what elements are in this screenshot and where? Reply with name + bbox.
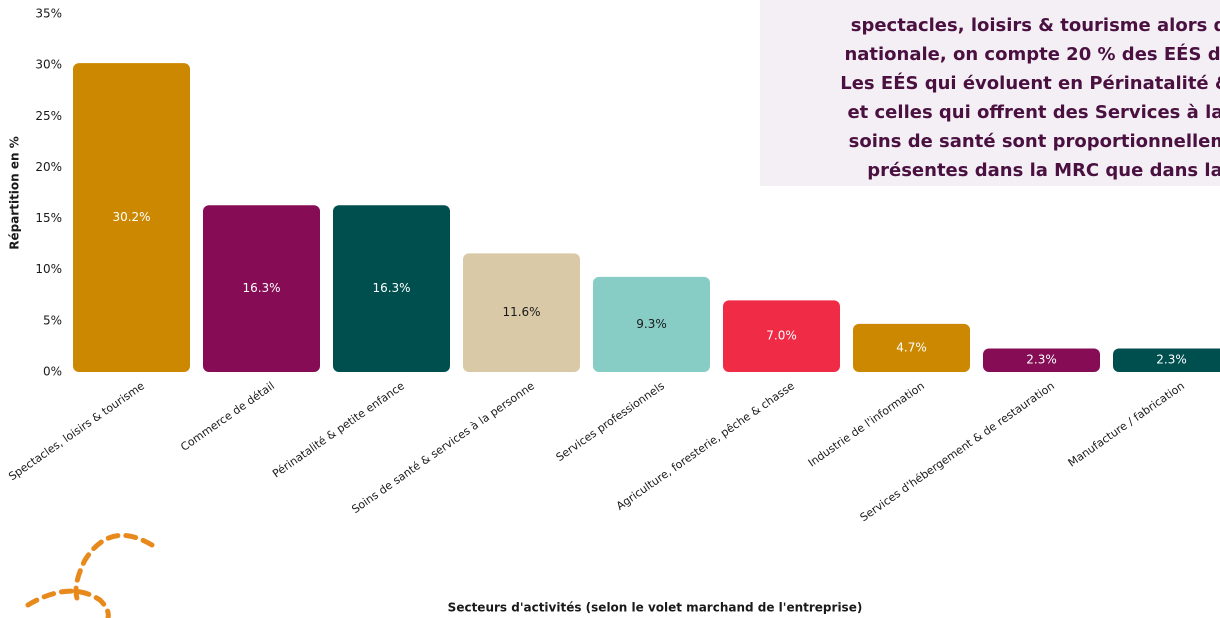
y-tick-label: 35%	[35, 7, 62, 21]
bar	[983, 348, 1100, 372]
y-axis-title: Répartition en %	[8, 136, 22, 250]
annotation-box	[760, 0, 1220, 186]
y-tick-label: 20%	[35, 160, 62, 174]
value-label: 16.3%	[242, 281, 280, 295]
x-tick-label: Industrie de l'information	[806, 379, 927, 469]
annotation-line: soins de santé sont proportionnelleme	[849, 131, 1220, 152]
x-tick-label: Périnatalité & petite enfance	[270, 379, 407, 480]
annotation-line: présentes dans la MRC que dans la	[867, 160, 1220, 181]
bar	[203, 205, 320, 372]
x-tick-label: Spectacles, loisirs & tourisme	[6, 379, 147, 483]
y-tick-label: 25%	[35, 109, 62, 123]
y-tick-label: 10%	[35, 262, 62, 276]
annotation-line: Les EÉS qui évoluent en Périnatalité & p	[840, 72, 1220, 94]
value-label: 9.3%	[636, 317, 667, 331]
bar	[1113, 348, 1220, 372]
y-tick-label: 5%	[43, 313, 62, 327]
annotation: spectacles, loisirs & tourisme alors qu n…	[840, 15, 1220, 181]
bar	[463, 253, 580, 372]
value-label: 11.6%	[502, 305, 540, 319]
decoration	[25, 532, 155, 618]
value-label: 2.3%	[1156, 353, 1187, 367]
annotation-line: et celles qui offrent des Services à la …	[847, 102, 1220, 123]
value-label: 16.3%	[372, 281, 410, 295]
bar	[723, 300, 840, 372]
x-tick-label: Manufacture / fabrication	[1066, 379, 1187, 469]
x-axis-title: Secteurs d'activités (selon le volet mar…	[448, 601, 863, 615]
annotation-line: spectacles, loisirs & tourisme alors qu	[851, 15, 1220, 36]
x-tick-label: Services professionnels	[554, 379, 668, 464]
x-tick-label: Commerce de détail	[178, 379, 277, 454]
y-tick-label: 15%	[35, 211, 62, 225]
bar	[73, 63, 190, 373]
value-label: 30.2%	[112, 210, 150, 224]
value-label: 2.3%	[1026, 353, 1057, 367]
y-tick-label: 30%	[35, 58, 62, 72]
value-label: 4.7%	[896, 340, 927, 354]
value-label: 7.0%	[766, 329, 797, 343]
bar	[333, 205, 450, 372]
annotation-line: nationale, on compte 20 % des EÉS dan	[844, 43, 1220, 65]
y-tick-label: 0%	[43, 365, 62, 379]
bar	[593, 276, 710, 372]
bar	[853, 323, 970, 372]
